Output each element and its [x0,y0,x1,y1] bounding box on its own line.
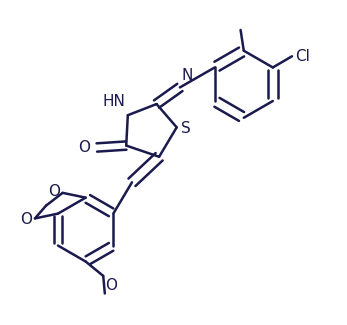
Text: O: O [20,213,32,228]
Text: O: O [78,140,91,155]
Text: O: O [48,184,60,199]
Text: HN: HN [102,95,125,110]
Text: N: N [181,68,193,83]
Text: O: O [105,278,117,292]
Text: S: S [181,122,191,136]
Text: Cl: Cl [295,49,310,64]
